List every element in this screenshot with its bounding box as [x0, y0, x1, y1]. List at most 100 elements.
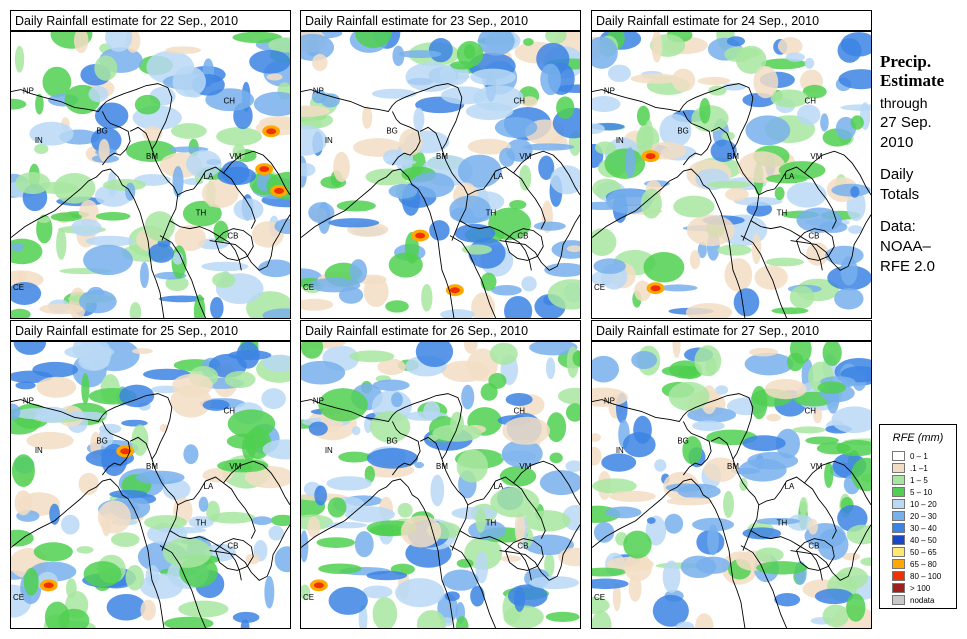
legend-swatch [892, 559, 905, 569]
map-panel: Daily Rainfall estimate for 24 Sep., 201… [591, 10, 872, 319]
caption-date-line1: 27 Sep. [880, 114, 932, 131]
legend-swatch [892, 487, 905, 497]
country-label-in: IN [35, 136, 43, 145]
rainfall-field [592, 342, 871, 628]
map-graphic: NP CH IN BG BM VM LA TH CB CE [11, 342, 290, 628]
legend-label: 30 – 40 [910, 524, 937, 533]
country-label-th: TH [486, 209, 497, 218]
country-label-cb: CB [808, 232, 819, 241]
country-label-bg: BG [677, 436, 688, 445]
country-label-bm: BM [727, 462, 739, 471]
rainfall-map: NP CH IN BG BM VM LA TH CB CE [10, 341, 291, 629]
map-panel: Daily Rainfall estimate for 25 Sep., 201… [10, 320, 291, 629]
country-label-np: NP [313, 87, 324, 96]
country-borders [11, 83, 290, 318]
caption-through: through [880, 95, 928, 111]
caption-daily-line2: Totals [880, 186, 920, 203]
legend-swatch [892, 475, 905, 485]
map-panel: Daily Rainfall estimate for 26 Sep., 201… [300, 320, 581, 629]
country-label-cb: CB [227, 542, 238, 551]
country-label-la: LA [785, 482, 795, 491]
legend-label: > 100 [910, 584, 931, 593]
panel-title: Daily Rainfall estimate for 26 Sep., 201… [300, 320, 581, 341]
country-label-bm: BM [146, 462, 158, 471]
side-caption: Precip. Estimate through 27 Sep. 2010 Da… [880, 52, 966, 277]
legend-label: nodata [910, 596, 935, 605]
map-graphic: NP CH IN BG BM VM LA TH CB CE [11, 32, 290, 318]
caption-heading-line2: Estimate [880, 71, 945, 90]
country-borders [301, 393, 580, 628]
country-label-vm: VM [229, 152, 241, 161]
country-label-cb: CB [517, 232, 528, 241]
legend-label: 20 – 30 [910, 512, 937, 521]
country-label-bm: BM [727, 152, 739, 161]
country-label-ce: CE [303, 283, 314, 292]
panel-title: Daily Rainfall estimate for 23 Sep., 201… [300, 10, 581, 31]
map-graphic: NP CH IN BG BM VM LA TH CB CE [301, 32, 580, 318]
country-labels: NP CH IN BG BM VM LA TH CB CE [303, 87, 531, 293]
rainfall-legend: RFE (mm) 0 – 1 .1 –1 1 – 5 5 – 10 10 – 20 20 … [879, 424, 957, 609]
legend-label: .1 –1 [910, 464, 928, 473]
country-label-cb: CB [517, 542, 528, 551]
rainfall-field [11, 342, 290, 628]
legend-label: 65 – 80 [910, 560, 937, 569]
rainfall-field [592, 32, 871, 318]
caption-date-line2: 2010 [880, 134, 914, 151]
country-labels: NP CH IN BG BM VM LA TH CB CE [594, 87, 822, 293]
country-label-ce: CE [13, 593, 24, 602]
rainfall-field [301, 342, 580, 628]
country-label-np: NP [604, 397, 615, 406]
country-label-np: NP [23, 87, 34, 96]
country-label-ce: CE [594, 283, 605, 292]
panel-title: Daily Rainfall estimate for 25 Sep., 201… [10, 320, 291, 341]
legend-label: 5 – 10 [910, 488, 933, 497]
country-label-bg: BG [677, 126, 688, 135]
country-label-ch: CH [513, 406, 525, 415]
rainfall-map: NP CH IN BG BM VM LA TH CB CE [10, 31, 291, 319]
country-label-np: NP [23, 397, 34, 406]
country-labels: NP CH IN BG BM VM LA TH CB CE [594, 397, 822, 603]
legend-swatch [892, 571, 905, 581]
rainfall-field [11, 32, 290, 318]
country-label-ch: CH [223, 96, 235, 105]
legend-swatch [892, 523, 905, 533]
map-graphic: NP CH IN BG BM VM LA TH CB CE [592, 342, 871, 628]
country-label-ce: CE [13, 283, 24, 292]
map-graphic: NP CH IN BG BM VM LA TH CB CE [301, 342, 580, 628]
panel-title: Daily Rainfall estimate for 22 Sep., 201… [10, 10, 291, 31]
country-label-th: TH [777, 209, 788, 218]
country-label-la: LA [204, 482, 214, 491]
country-label-bm: BM [436, 462, 448, 471]
country-label-vm: VM [519, 152, 531, 161]
country-label-vm: VM [810, 152, 822, 161]
country-label-np: NP [313, 397, 324, 406]
country-label-th: TH [777, 519, 788, 528]
country-label-bm: BM [436, 152, 448, 161]
panel-title: Daily Rainfall estimate for 27 Sep., 201… [591, 320, 872, 341]
country-labels: NP CH IN BG BM VM LA TH CB CE [303, 397, 531, 603]
country-label-la: LA [494, 482, 504, 491]
country-label-th: TH [196, 519, 207, 528]
map-panel: Daily Rainfall estimate for 22 Sep., 201… [10, 10, 291, 319]
country-label-in: IN [616, 446, 624, 455]
caption-data-line1: Data: [880, 218, 916, 235]
country-label-la: LA [785, 172, 795, 181]
country-label-bm: BM [146, 152, 158, 161]
legend-label: 50 – 65 [910, 548, 937, 557]
map-panel: Daily Rainfall estimate for 27 Sep., 201… [591, 320, 872, 629]
country-label-la: LA [494, 172, 504, 181]
country-label-in: IN [616, 136, 624, 145]
country-label-in: IN [325, 136, 333, 145]
country-label-bg: BG [386, 436, 397, 445]
country-label-ch: CH [804, 96, 816, 105]
country-label-ch: CH [804, 406, 816, 415]
country-label-cb: CB [808, 542, 819, 551]
map-graphic: NP CH IN BG BM VM LA TH CB CE [592, 32, 871, 318]
legend-swatch [892, 547, 905, 557]
map-panel: Daily Rainfall estimate for 23 Sep., 201… [300, 10, 581, 319]
legend-label: 40 – 50 [910, 536, 937, 545]
country-borders [301, 83, 580, 318]
legend-title: RFE (mm) [892, 432, 944, 444]
legend-label: 80 – 100 [910, 572, 942, 581]
country-label-in: IN [35, 446, 43, 455]
